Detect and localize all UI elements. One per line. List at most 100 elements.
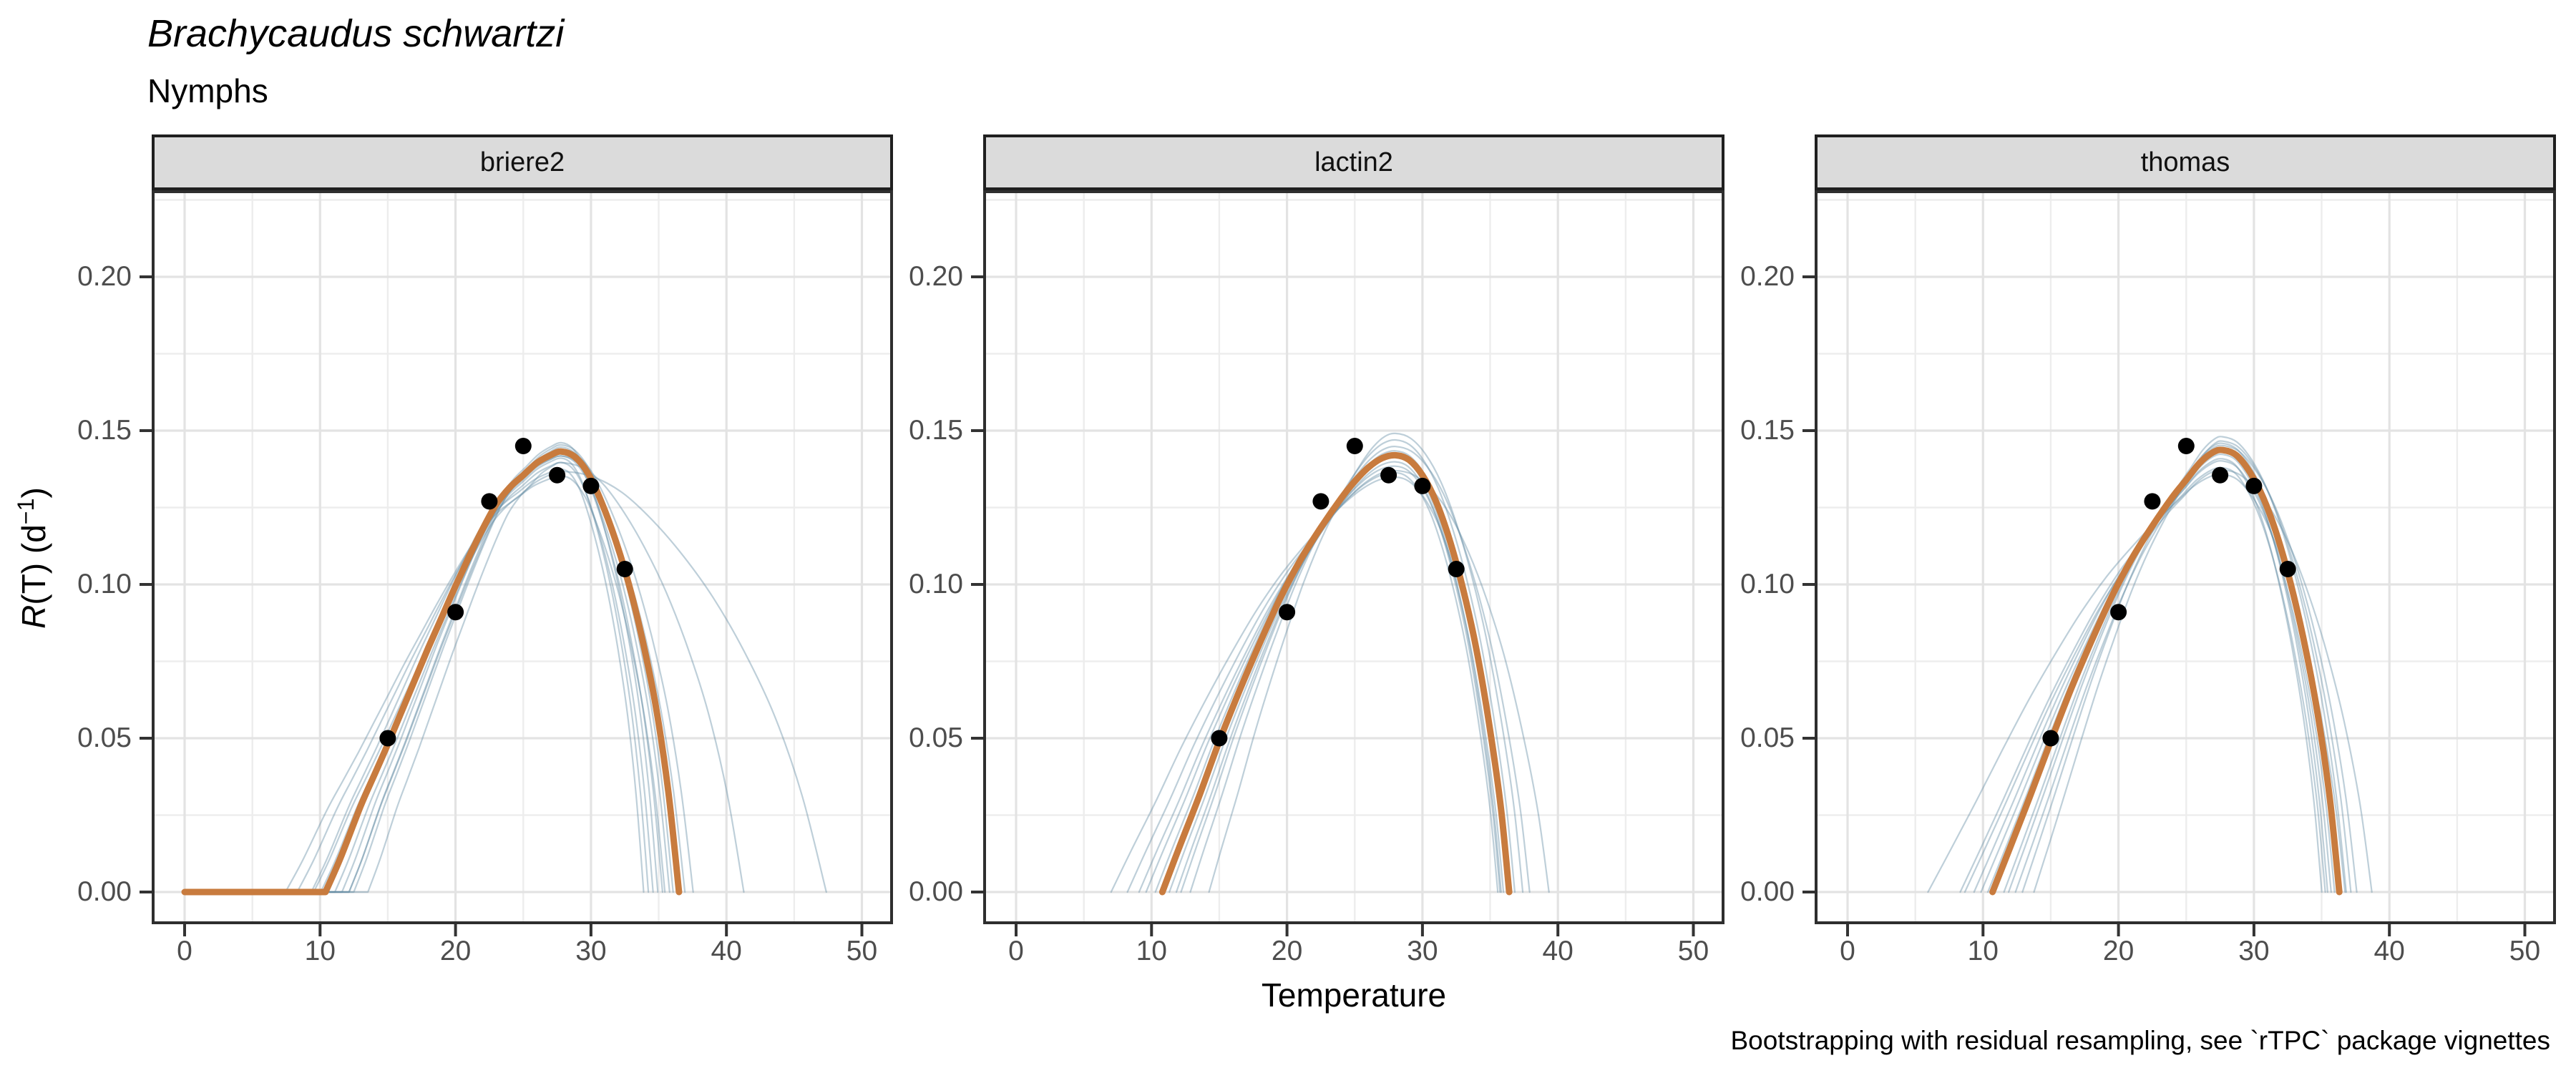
bootstrap-curve [183, 474, 666, 893]
panel-lactin2 [971, 190, 1724, 936]
x-tick-label: 50 [1677, 936, 1709, 966]
facet-strip-lactin2: lactin2 [983, 134, 1724, 190]
facet-strip-label: briere2 [479, 147, 565, 177]
bootstrap-curve [1145, 465, 1505, 893]
bootstrap-curve [1126, 471, 1499, 893]
panel-thomas [1802, 190, 2556, 936]
x-tick-label: 20 [1271, 936, 1303, 966]
bootstrap-curve [183, 441, 659, 893]
x-tick-label: 10 [1967, 936, 1999, 966]
data-point [379, 730, 396, 747]
bootstrap-curve [1189, 438, 1516, 893]
y-axis-title: R(T) (d−1) [13, 487, 53, 629]
bootstrap-curve [1963, 469, 2373, 893]
x-tick-label: 20 [2102, 936, 2135, 966]
x-tick-label: 40 [711, 936, 742, 966]
y-tick-label: 0.20 [909, 261, 963, 292]
y-tick-label: 0.15 [1740, 415, 1795, 446]
x-tick-label: 50 [846, 936, 878, 966]
data-point [549, 466, 566, 484]
page-title: Brachycaudus schwartzi [147, 12, 565, 55]
x-axis-title: Temperature [1261, 976, 1447, 1014]
panel-background [1815, 190, 2556, 924]
x-tick-label: 30 [2238, 936, 2270, 966]
bootstrap-curve [1180, 446, 1531, 893]
data-point [582, 477, 600, 494]
y-axis-title-r: R [15, 604, 53, 629]
bootstrap-curve [1208, 432, 1524, 893]
data-point [1448, 561, 1465, 577]
bootstrap-curve [2033, 440, 2352, 893]
y-tick-label: 0.10 [77, 569, 132, 599]
bootstrap-curve [183, 468, 645, 893]
x-tick-label: 10 [1136, 936, 1167, 966]
x-tick-label: 30 [1407, 936, 1438, 966]
x-tick-label: 10 [304, 936, 336, 966]
x-tick-label: 0 [1840, 936, 1855, 966]
bootstrap-curve [1973, 460, 2336, 893]
data-point [2212, 466, 2229, 484]
facet-briere2: briere2 0 10 20 30 40 50 0.00 0.05 0.10 0.15 0.20 [77, 134, 893, 1021]
y-tick-label: 0.05 [909, 722, 963, 753]
data-point [1380, 466, 1397, 484]
panel-background [983, 190, 1724, 924]
facet-strip-label: lactin2 [1314, 147, 1393, 177]
facet-thomas: thomas 0 10 20 30 40 50 0.00 0.05 0.10 0.15 0.20 [1740, 134, 2556, 1021]
y-tick-label: 0.15 [77, 415, 132, 446]
data-point [514, 438, 532, 454]
panel-background [152, 190, 893, 924]
plot-caption: Bootstrapping with residual resampling, … [1730, 1026, 2550, 1055]
y-tick-label: 0.10 [1740, 569, 1795, 599]
data-point [481, 493, 498, 510]
data-point [447, 604, 464, 621]
bootstrap-curve [1959, 466, 2326, 893]
bootstrap-curve [1980, 458, 2323, 893]
bootstrap-curve [183, 461, 745, 893]
y-tick-label: 0.05 [1740, 722, 1795, 753]
y-tick-label: 0.20 [77, 261, 132, 292]
y-axis-title-mid: (T) (d [15, 524, 53, 605]
facet-strip-label: thomas [2140, 147, 2230, 177]
x-tick-label: 40 [2373, 936, 2405, 966]
data-point [2245, 477, 2263, 494]
data-point [2177, 438, 2195, 454]
y-axis-title-end: ) [15, 487, 53, 499]
panel-border [152, 190, 893, 924]
x-tick-label: 50 [2509, 936, 2541, 966]
facet-strip-thomas: thomas [1815, 134, 2556, 190]
y-tick-label: 0.00 [77, 876, 132, 907]
panel-border [983, 190, 1724, 924]
data-point [2042, 730, 2059, 747]
x-tick-label: 0 [177, 936, 192, 966]
x-tick-label: 40 [1542, 936, 1574, 966]
data-point [1312, 493, 1330, 510]
data-point [2279, 561, 2296, 577]
y-tick-label: 0.15 [909, 415, 963, 446]
data-point [1279, 604, 1296, 621]
data-point [616, 561, 633, 577]
x-tick-label: 20 [439, 936, 472, 966]
panel-border [1815, 190, 2556, 924]
fitted-curve [1989, 446, 2343, 896]
x-tick-label: 30 [575, 936, 607, 966]
data-point [1414, 477, 1431, 494]
bootstrap-curve [2021, 436, 2347, 893]
y-tick-label: 0.00 [909, 876, 963, 907]
data-point [1346, 438, 1363, 454]
y-axis-title-sup: −1 [12, 498, 39, 525]
data-point [1211, 730, 1228, 747]
data-point [2144, 493, 2161, 510]
y-tick-label: 0.10 [909, 569, 963, 599]
panel-briere2 [140, 190, 893, 936]
y-tick-label: 0.20 [1740, 261, 1795, 292]
y-tick-label: 0.05 [77, 722, 132, 753]
facet-strip-briere2: briere2 [152, 134, 893, 190]
x-tick-label: 0 [1008, 936, 1024, 966]
data-point [2110, 604, 2127, 621]
plot-subtitle: Nymphs [147, 72, 268, 109]
y-tick-label: 0.00 [1740, 876, 1795, 907]
facet-lactin2: lactin2 0 10 20 30 40 50 0.00 0.05 0.10 0.15 0.20 [909, 134, 1724, 1021]
fitted-curve [1158, 451, 1513, 896]
bootstrap-curve [1138, 469, 1550, 893]
